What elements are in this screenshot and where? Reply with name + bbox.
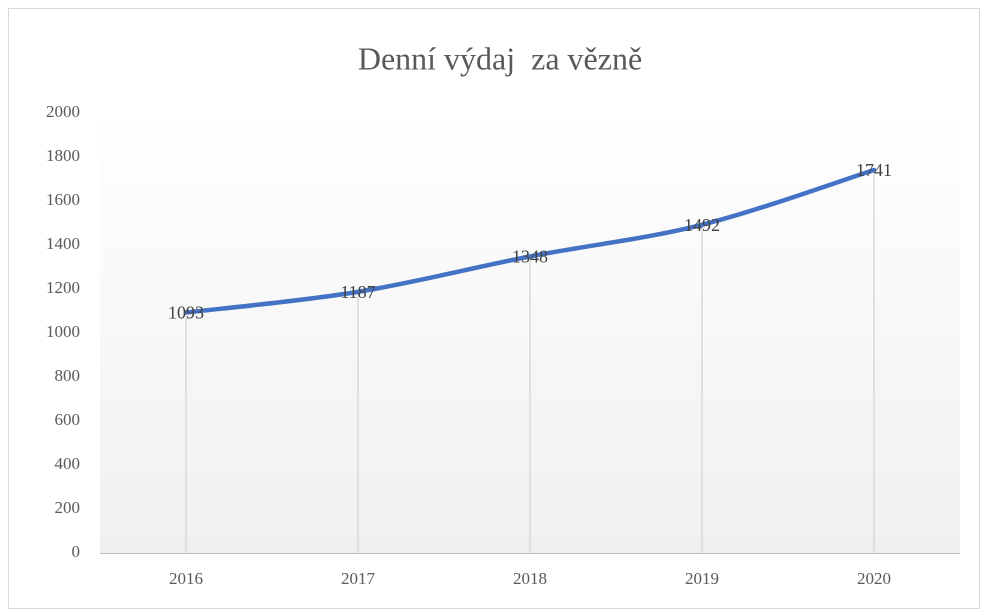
y-tick-label: 400: [55, 454, 81, 473]
y-tick-label: 2000: [46, 102, 80, 121]
y-tick-label: 1400: [46, 234, 80, 253]
y-tick-label: 0: [72, 542, 81, 561]
x-tick-label: 2016: [169, 569, 203, 588]
x-tick-label: 2018: [513, 569, 547, 588]
data-label: 1348: [512, 247, 548, 267]
y-tick-label: 1600: [46, 190, 80, 209]
y-tick-label: 1000: [46, 322, 80, 341]
y-tick-label: 800: [55, 366, 81, 385]
y-tick-label: 600: [55, 410, 81, 429]
data-label: 1492: [684, 215, 720, 235]
chart-title: Denní výdaj za vězně: [358, 40, 642, 76]
y-tick-label: 1800: [46, 146, 80, 165]
y-tick-label: 200: [55, 498, 81, 517]
y-tick-label: 1200: [46, 278, 80, 297]
x-tick-label: 2020: [857, 569, 891, 588]
data-label: 1187: [340, 282, 375, 302]
data-label: 1741: [856, 160, 892, 180]
x-tick-label: 2017: [341, 569, 376, 588]
series-line: [183, 167, 877, 315]
data-label: 1093: [168, 303, 204, 323]
x-tick-label: 2019: [685, 569, 719, 588]
